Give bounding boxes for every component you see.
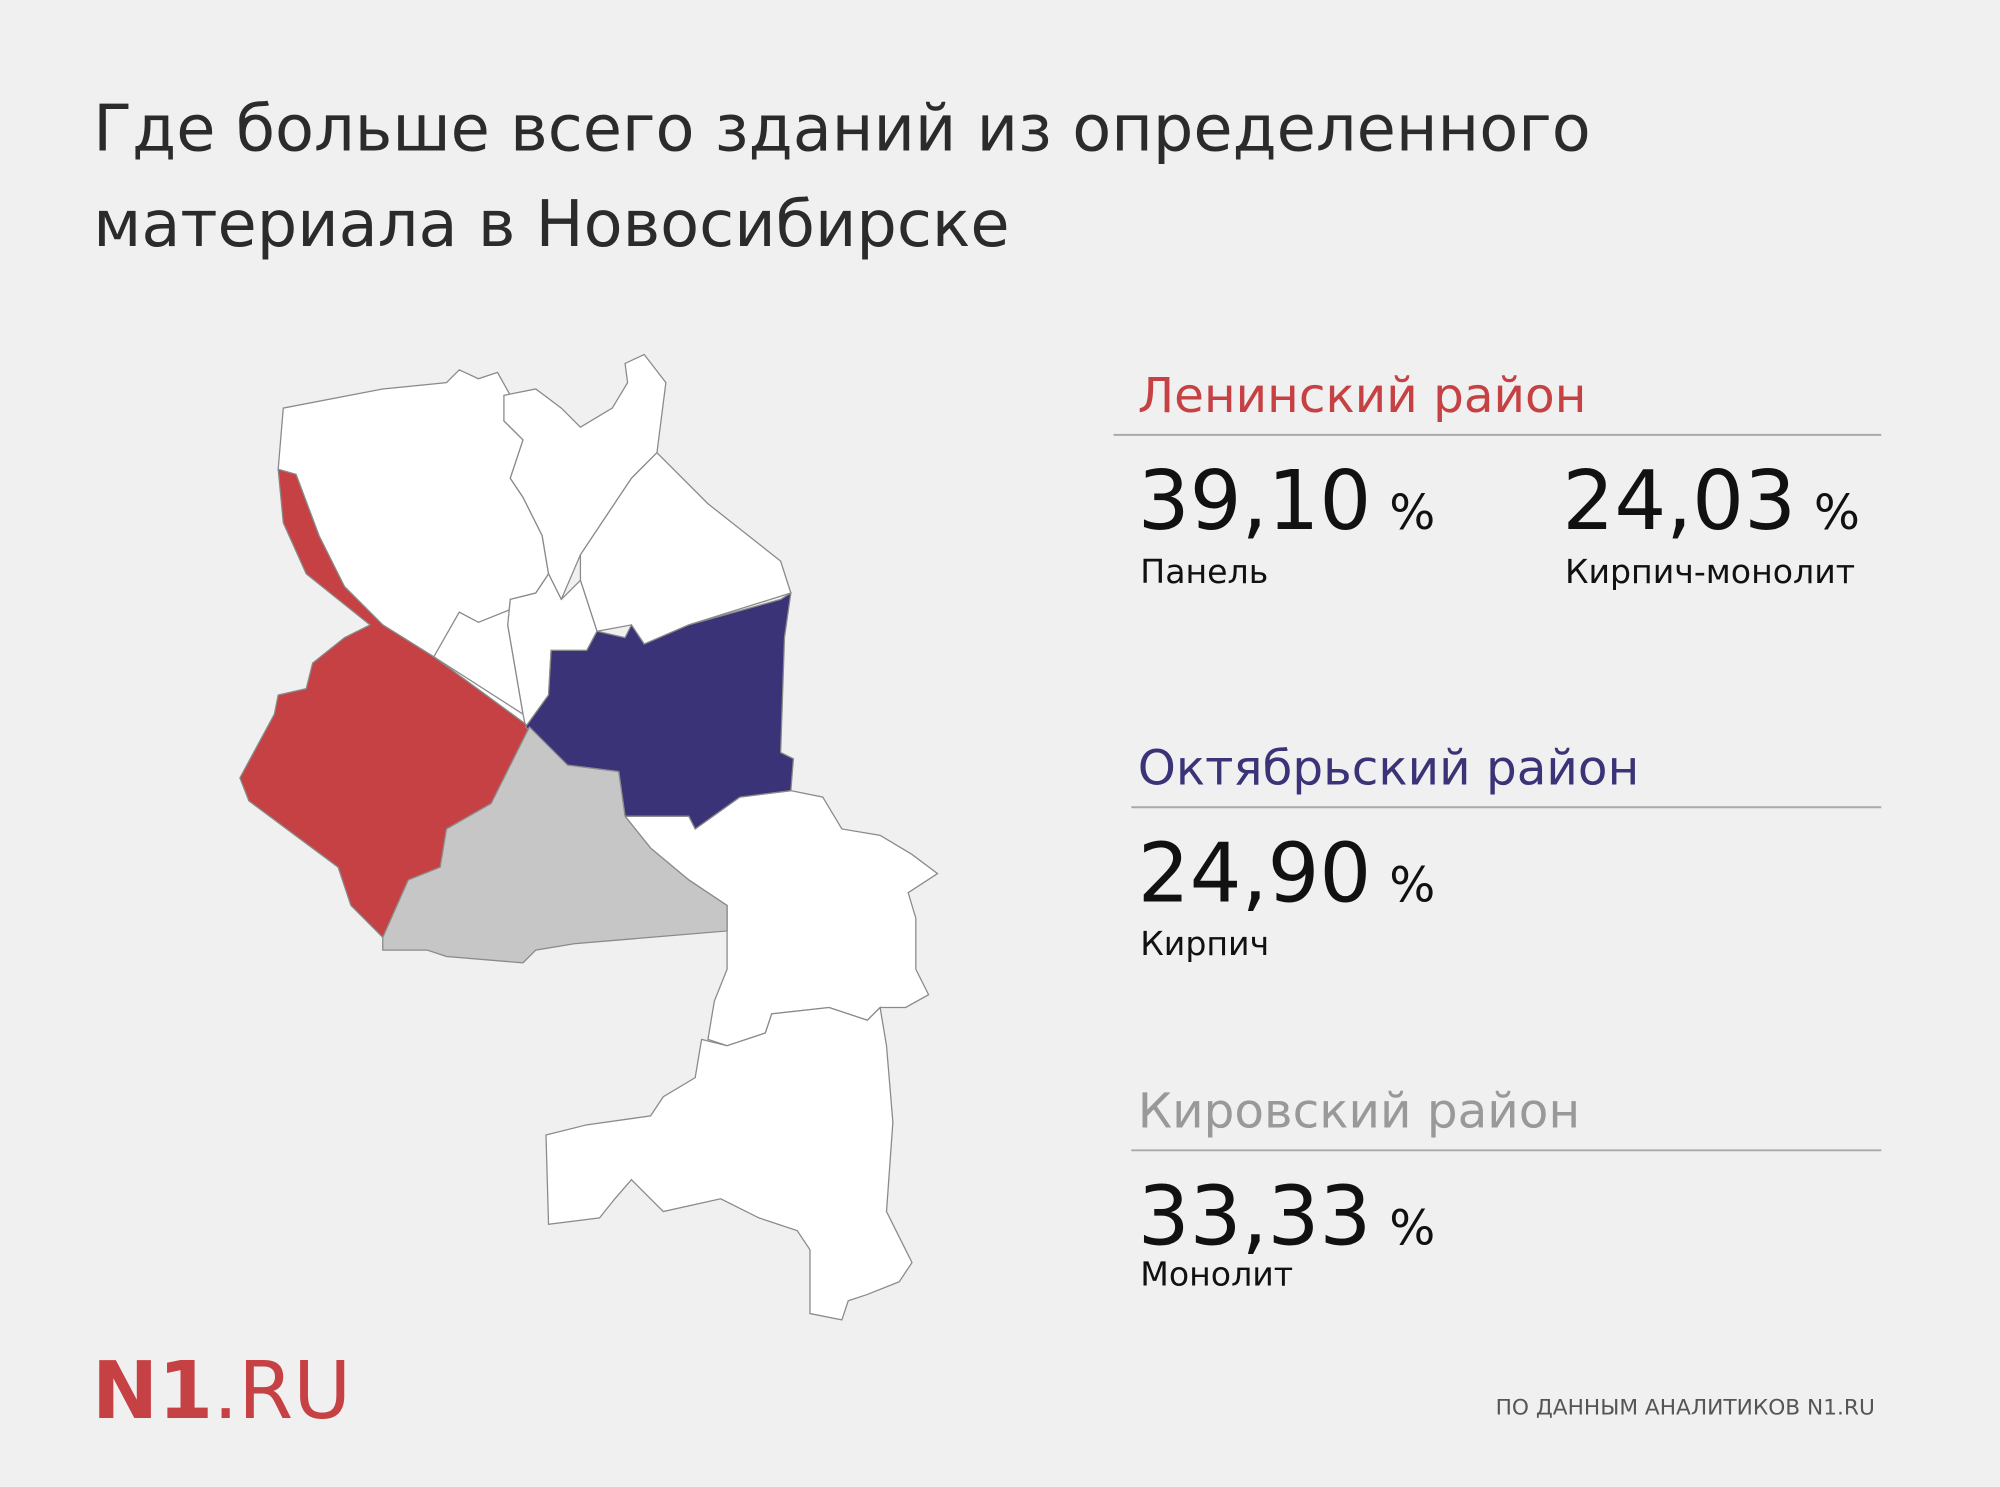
title-line: Где больше всего зданий из определенного: [93, 92, 1590, 166]
stat-value: 33,33%: [1138, 1170, 1436, 1265]
district-shape: [239, 468, 531, 939]
stat-material: Кирпич: [1140, 924, 1269, 963]
district-shape: [524, 591, 795, 830]
stat-material: Монолит: [1140, 1255, 1293, 1294]
district-name: Октябрьский район: [1138, 740, 1640, 796]
stat-unit: %: [1389, 858, 1435, 914]
stat-number: 24,90: [1138, 827, 1372, 922]
stat-number: 33,33: [1138, 1170, 1372, 1265]
district-name: Ленинский район: [1138, 368, 1587, 424]
stat-number: 39,10: [1138, 454, 1372, 549]
stat-unit: %: [1389, 1201, 1435, 1257]
stat-unit: %: [1389, 485, 1435, 541]
logo-bold: N1: [92, 1345, 213, 1437]
stat-value: 24,03%: [1562, 454, 1860, 549]
logo: N1.RU: [92, 1345, 351, 1437]
title-line: материала в Новосибирске: [93, 188, 1009, 262]
district-shape: [545, 1006, 913, 1321]
stat-value: 24,90%: [1138, 827, 1436, 922]
stat-number: 24,03: [1562, 454, 1796, 549]
source: ПО ДАННЫМ АНАЛИТИКОВ N1.RU: [1496, 1395, 1875, 1420]
district-name: Кировский район: [1138, 1083, 1580, 1139]
stat-value: 39,10%: [1138, 454, 1436, 549]
stat-material: Кирпич-монолит: [1565, 552, 1855, 591]
stat-unit: %: [1814, 485, 1860, 541]
district-shape: [623, 790, 939, 1047]
district-map: [239, 353, 939, 1321]
logo-rest: .RU: [213, 1345, 351, 1437]
stat-material: Панель: [1140, 552, 1268, 591]
district-shape: [382, 725, 728, 964]
